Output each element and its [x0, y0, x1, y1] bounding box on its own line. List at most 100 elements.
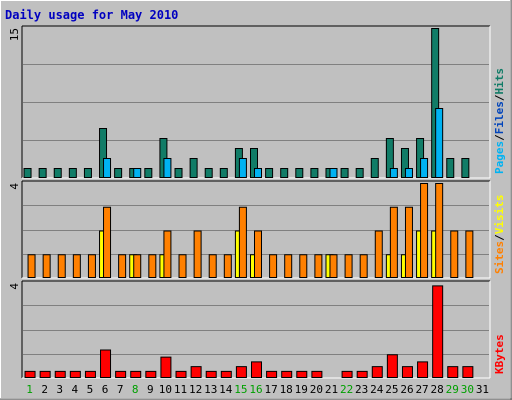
- day-label-21: 21: [325, 383, 338, 396]
- bar-visits-sites-14: [223, 254, 232, 278]
- bar-visits-sites-25: [389, 206, 398, 278]
- bar-visits-sites-19: [299, 254, 308, 278]
- day-label-9: 9: [147, 383, 154, 396]
- bar-hits-pages-27: [420, 158, 429, 178]
- bar-hits-hits-14: [219, 168, 228, 178]
- day-label-4: 4: [72, 383, 79, 396]
- bar-kbytes-kbytes-20: [311, 370, 323, 378]
- day-label-13: 13: [204, 383, 217, 396]
- legend-kbytes: KBytes: [493, 334, 506, 374]
- bar-hits-hits-9: [144, 168, 153, 178]
- day-label-29: 29: [446, 383, 459, 396]
- day-label-2: 2: [41, 383, 48, 396]
- day-label-24: 24: [370, 383, 384, 396]
- bar-visits-sites-6: [103, 206, 112, 278]
- bar-kbytes-kbytes-8: [130, 370, 142, 378]
- chart-title: Daily usage for May 2010: [5, 8, 178, 22]
- legend-hits: Pages/Files/Hits: [493, 68, 506, 174]
- bar-kbytes-kbytes-3: [54, 370, 66, 378]
- day-label-14: 14: [219, 383, 233, 396]
- bar-visits-sites-17: [269, 254, 278, 278]
- legend-item-hits-0: Pages: [493, 141, 506, 174]
- bar-hits-pages-10: [163, 158, 172, 178]
- bar-visits-sites-9: [148, 254, 157, 278]
- panel-visits: 4 Sites/Visits: [8, 180, 506, 279]
- day-label-12: 12: [189, 383, 202, 396]
- bar-visits-sites-1: [27, 254, 36, 278]
- bar-hits-pages-6: [103, 158, 112, 178]
- day-label-20: 20: [310, 383, 323, 396]
- bar-kbytes-kbytes-5: [84, 370, 96, 378]
- day-label-25: 25: [385, 383, 398, 396]
- bar-hits-hits-11: [174, 168, 183, 178]
- bar-visits-sites-11: [178, 254, 187, 278]
- bar-kbytes-kbytes-25: [386, 354, 398, 378]
- bar-hits-hits-4: [68, 168, 77, 178]
- bar-hits-hits-23: [355, 168, 364, 178]
- legend-item-hits-2: Files: [493, 101, 506, 134]
- bar-visits-sites-4: [72, 254, 81, 278]
- bar-hits-hits-20: [310, 168, 319, 178]
- bar-visits-sites-3: [57, 254, 66, 278]
- legend-item-kbytes-0: KBytes: [493, 334, 506, 374]
- bar-kbytes-kbytes-7: [115, 370, 127, 378]
- bar-kbytes-kbytes-10: [160, 356, 172, 378]
- bar-visits-sites-26: [404, 206, 413, 278]
- bar-kbytes-kbytes-1: [24, 370, 36, 378]
- bar-hits-hits-24: [370, 158, 379, 178]
- bar-visits-sites-8: [133, 254, 142, 278]
- day-label-1: 1: [26, 383, 33, 396]
- bar-hits-hits-1: [23, 168, 32, 178]
- bar-visits-sites-13: [208, 254, 217, 278]
- bar-visits-sites-27: [420, 183, 429, 278]
- bar-visits-sites-12: [193, 230, 202, 278]
- bar-hits-hits-29: [446, 158, 455, 178]
- legend-item-visits-0: Sites: [493, 241, 506, 274]
- bar-visits-sites-28: [435, 183, 444, 278]
- bar-kbytes-kbytes-24: [371, 366, 383, 378]
- bar-kbytes-kbytes-23: [356, 370, 368, 378]
- bar-hits-pages-21: [329, 168, 338, 178]
- legend-visits: Sites/Visits: [493, 195, 506, 275]
- bar-kbytes-kbytes-12: [190, 366, 202, 378]
- bar-visits-sites-10: [163, 230, 172, 278]
- bar-kbytes-kbytes-26: [401, 366, 413, 378]
- bar-visits-sites-22: [344, 254, 353, 278]
- bar-visits-sites-20: [314, 254, 323, 278]
- bar-visits-sites-16: [254, 230, 262, 278]
- bar-visits-sites-23: [359, 254, 368, 278]
- bars-kbytes: [24, 285, 474, 378]
- day-label-15: 15: [234, 383, 247, 396]
- bar-kbytes-kbytes-2: [39, 370, 51, 378]
- bar-kbytes-kbytes-18: [281, 370, 293, 378]
- day-label-16: 16: [249, 383, 262, 396]
- ymax-label-visits: 4: [8, 183, 21, 190]
- bar-hits-pages-26: [404, 168, 413, 178]
- bar-hits-hits-19: [295, 168, 304, 178]
- bar-hits-pages-16: [254, 168, 262, 178]
- legend-item-hits-3: /: [493, 94, 506, 101]
- bar-hits-pages-25: [389, 168, 398, 178]
- bar-kbytes-kbytes-30: [462, 366, 474, 378]
- bar-visits-sites-18: [284, 254, 293, 278]
- bar-hits-hits-18: [280, 168, 289, 178]
- day-label-26: 26: [400, 383, 413, 396]
- bar-kbytes-kbytes-15: [235, 366, 247, 378]
- panel-kbytes: 4 KBytes: [8, 280, 506, 379]
- bar-hits-pages-28: [435, 108, 444, 178]
- bar-hits-hits-22: [340, 168, 349, 178]
- day-label-30: 30: [461, 383, 474, 396]
- bar-hits-hits-5: [83, 168, 92, 178]
- bars-hits: [23, 28, 470, 178]
- bar-kbytes-kbytes-19: [296, 370, 308, 378]
- bar-kbytes-kbytes-29: [447, 366, 459, 378]
- bar-hits-hits-7: [114, 168, 123, 178]
- day-label-18: 18: [280, 383, 293, 396]
- bar-kbytes-kbytes-17: [266, 370, 278, 378]
- bar-visits-sites-30: [465, 230, 474, 278]
- bar-kbytes-kbytes-6: [100, 349, 112, 378]
- bar-visits-sites-29: [450, 230, 459, 278]
- bar-visits-sites-5: [87, 254, 96, 278]
